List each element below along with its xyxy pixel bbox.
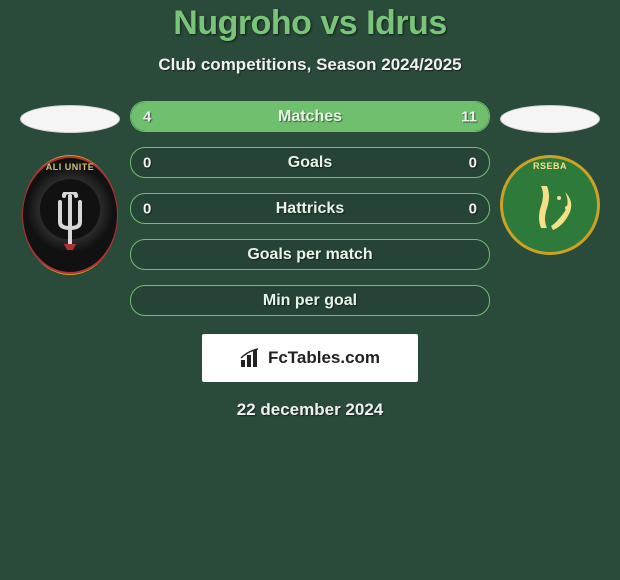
main-area: ALI UNITE 4 Matches 11 0 Goals: [0, 101, 620, 316]
stat-left-value: 0: [143, 200, 151, 217]
date-line: 22 december 2024: [0, 400, 620, 420]
stat-right-value: 0: [469, 200, 477, 217]
stat-left-value: 4: [143, 108, 151, 125]
left-crest-label: ALI UNITE: [23, 162, 117, 172]
comparison-card: Nugroho vs Idrus Club competitions, Seas…: [0, 0, 620, 580]
stat-row-matches: 4 Matches 11: [130, 101, 490, 132]
left-team-column: ALI UNITE: [10, 101, 130, 275]
stat-right-value: 0: [469, 154, 477, 171]
stat-row-hattricks: 0 Hattricks 0: [130, 193, 490, 224]
stat-left-value: 0: [143, 154, 151, 171]
crest-emblem-icon: [523, 178, 583, 238]
right-crest-label: RSEBA: [503, 161, 597, 171]
stat-label: Min per goal: [263, 292, 357, 310]
watermark: FcTables.com: [202, 334, 418, 382]
stat-label: Matches: [278, 108, 342, 126]
right-team-crest: RSEBA: [500, 155, 600, 255]
shield-trident-icon: [50, 192, 90, 252]
left-team-crest: ALI UNITE: [20, 155, 120, 275]
watermark-text: FcTables.com: [268, 348, 380, 368]
stat-label: Hattricks: [276, 200, 344, 218]
stat-label: Goals per match: [247, 246, 372, 264]
stat-right-value: 11: [461, 108, 477, 125]
stat-row-goals-per-match: Goals per match: [130, 239, 490, 270]
subtitle: Club competitions, Season 2024/2025: [0, 55, 620, 75]
stat-fill-right: [228, 102, 489, 131]
bar-chart-icon: [240, 348, 262, 368]
left-flag-placeholder: [20, 105, 120, 133]
right-team-column: RSEBA: [490, 101, 610, 255]
page-title: Nugroho vs Idrus: [0, 4, 620, 43]
right-flag-placeholder: [500, 105, 600, 133]
stat-label: Goals: [288, 154, 332, 172]
stat-row-min-per-goal: Min per goal: [130, 285, 490, 316]
stats-column: 4 Matches 11 0 Goals 0 0 Hattricks 0: [130, 101, 490, 316]
stat-row-goals: 0 Goals 0: [130, 147, 490, 178]
